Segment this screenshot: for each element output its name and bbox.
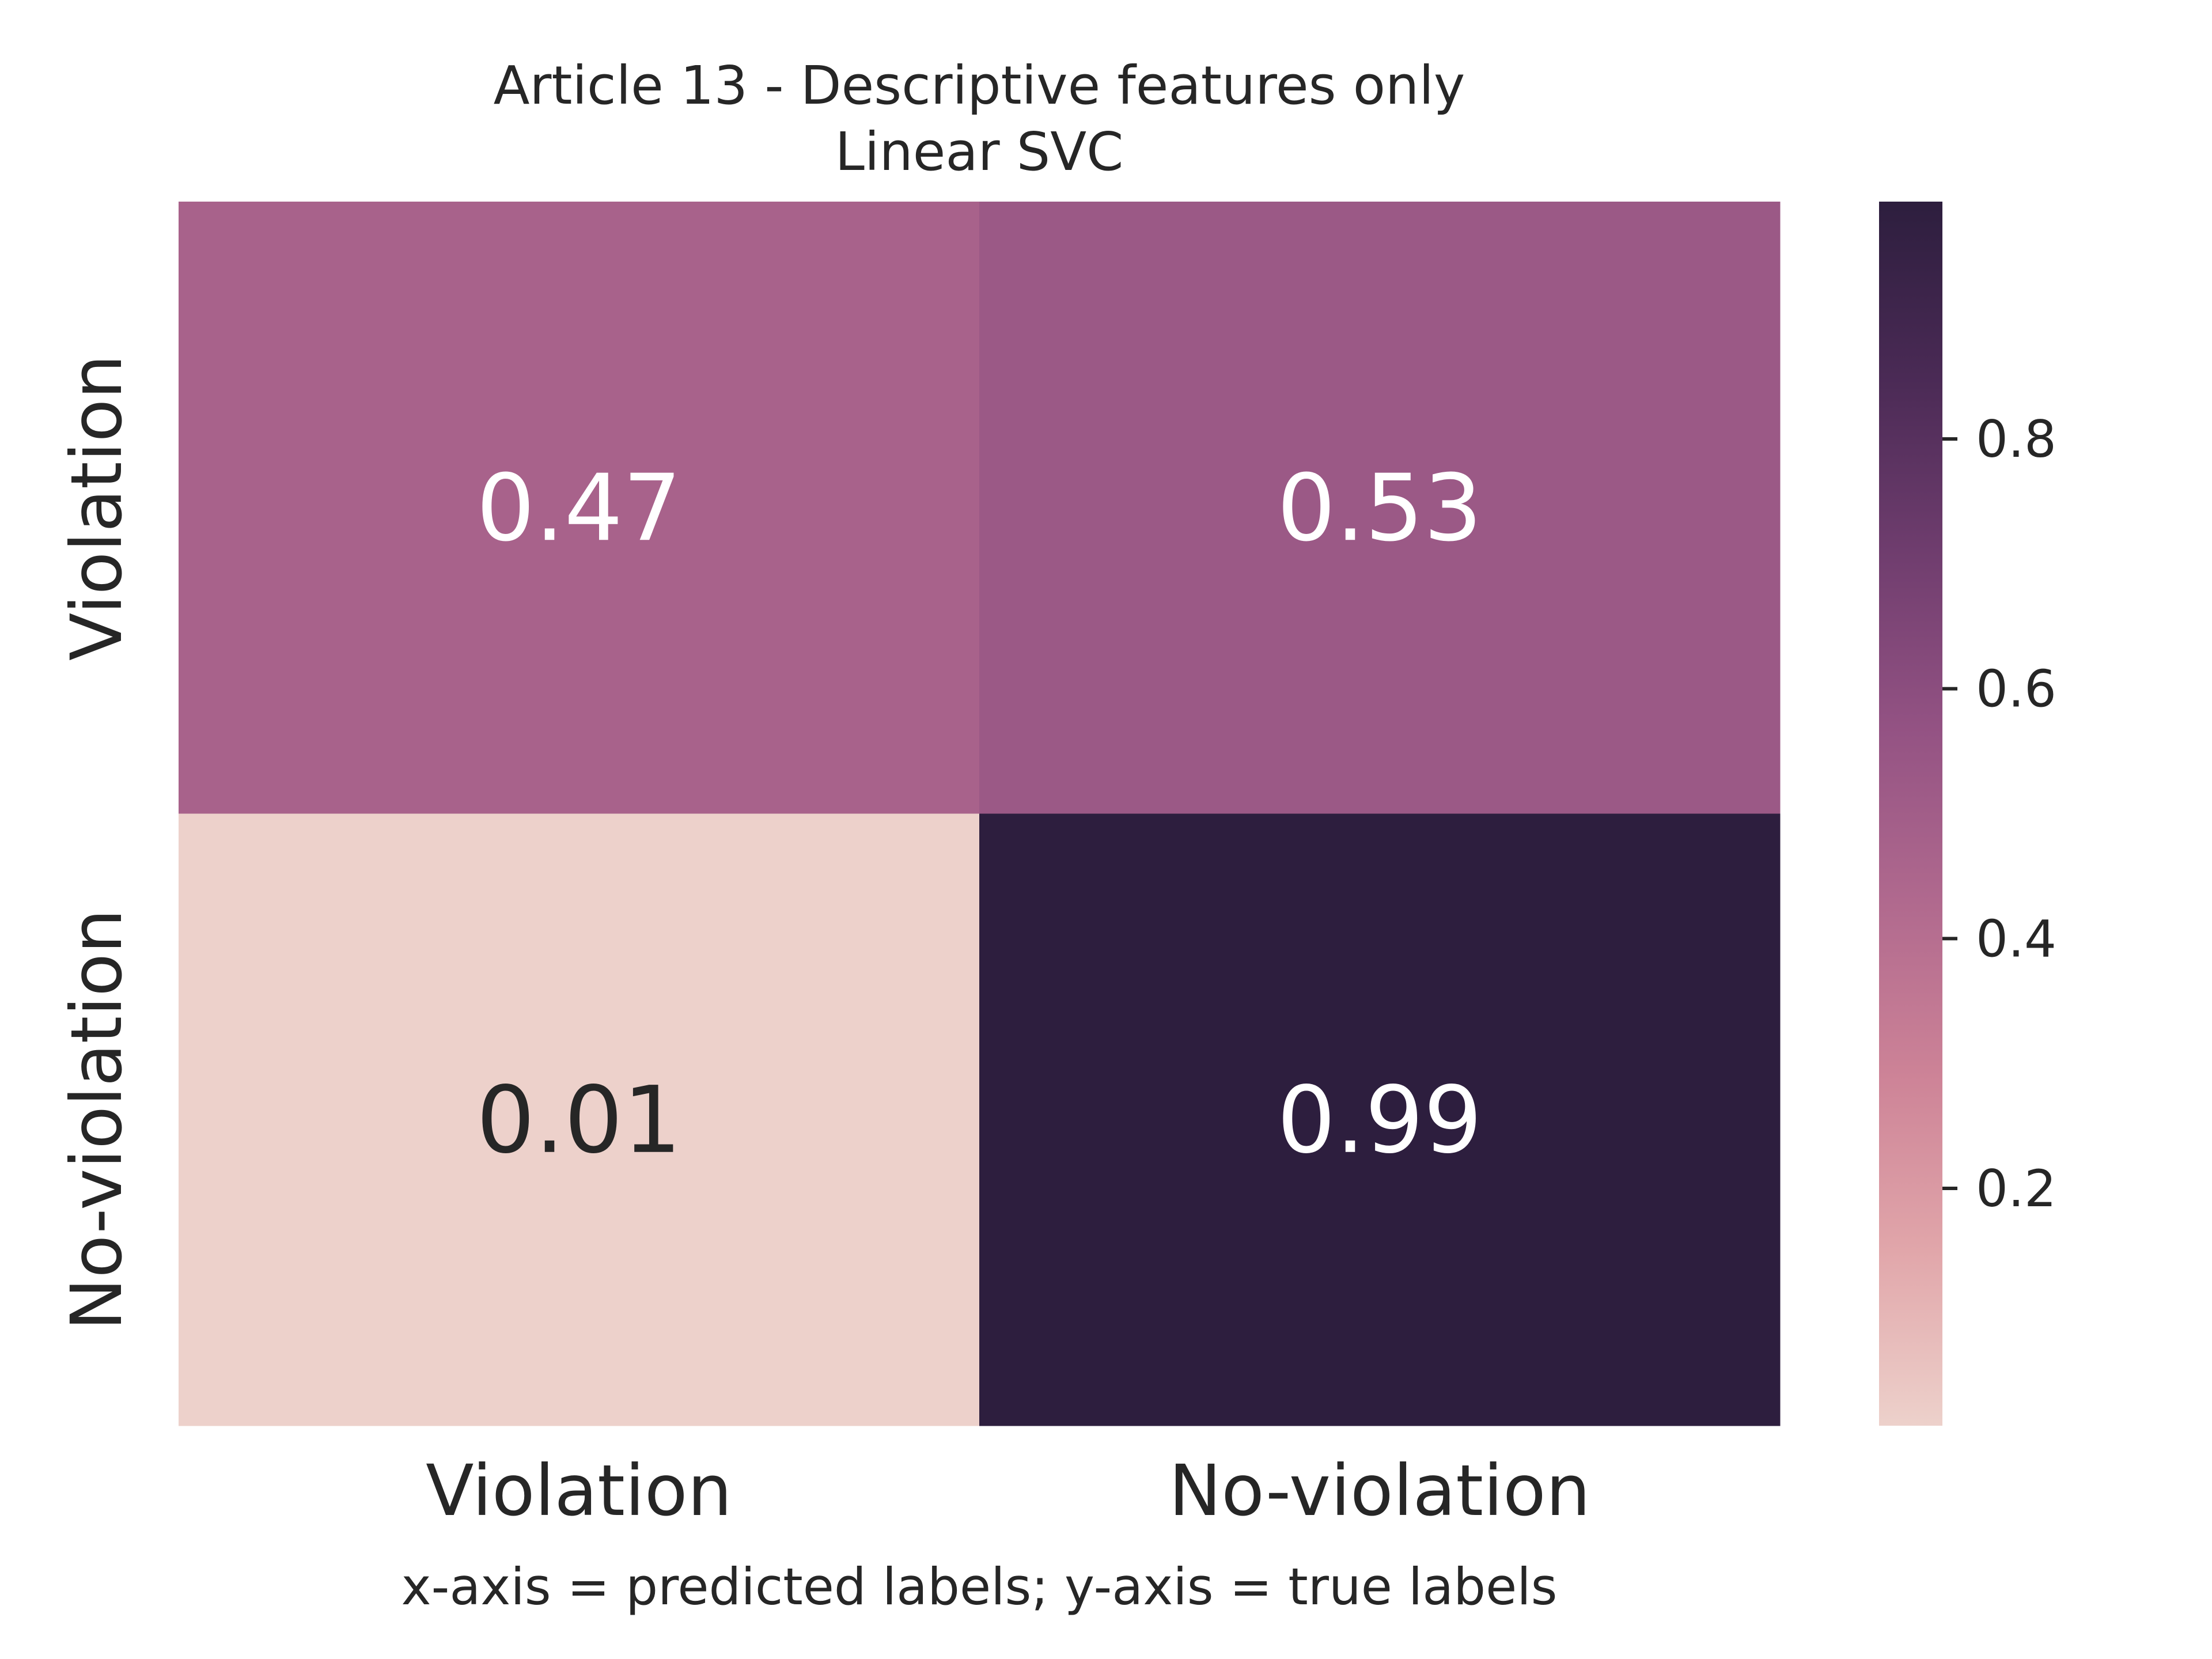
chart-subtitle: Linear SVC <box>835 121 1124 183</box>
heatmap-cell-value: 0.01 <box>476 1066 681 1174</box>
heatmap-cell-value: 0.53 <box>1277 454 1482 562</box>
heatmap-cell <box>179 202 980 814</box>
y-tick-labels: Violation No-violation <box>56 354 138 1330</box>
heatmap-cell <box>979 202 1781 814</box>
colorbar-tick-label: 0.6 <box>1976 660 2056 719</box>
x-tick-label: No-violation <box>1169 1450 1590 1532</box>
heatmap-cell-value: 0.99 <box>1277 1066 1482 1174</box>
heatmap-cell <box>179 813 980 1426</box>
colorbar-tick-label: 0.4 <box>1976 909 2056 968</box>
y-tick-label: Violation <box>56 354 138 661</box>
colorbar-ticks: 0.2 0.4 0.6 0.8 <box>1942 410 2056 1218</box>
y-tick-label: No-violation <box>56 909 138 1331</box>
x-axis-label: x-axis = predicted labels; y-axis = true… <box>401 1557 1557 1616</box>
colorbar-tick-label: 0.8 <box>1976 410 2056 469</box>
x-tick-labels: Violation No-violation <box>426 1450 1590 1532</box>
colorbar: 0.2 0.4 0.6 0.8 <box>1879 202 2056 1426</box>
heatmap-cell <box>979 813 1781 1426</box>
heatmap-cells: 0.47 0.53 0.01 0.99 <box>179 202 1781 1426</box>
heatmap-cell-value: 0.47 <box>476 454 681 562</box>
x-tick-label: Violation <box>426 1450 732 1532</box>
colorbar-tick-label: 0.2 <box>1976 1159 2056 1218</box>
chart-title: Article 13 - Descriptive features only <box>494 55 1465 116</box>
colorbar-gradient <box>1879 202 1942 1426</box>
